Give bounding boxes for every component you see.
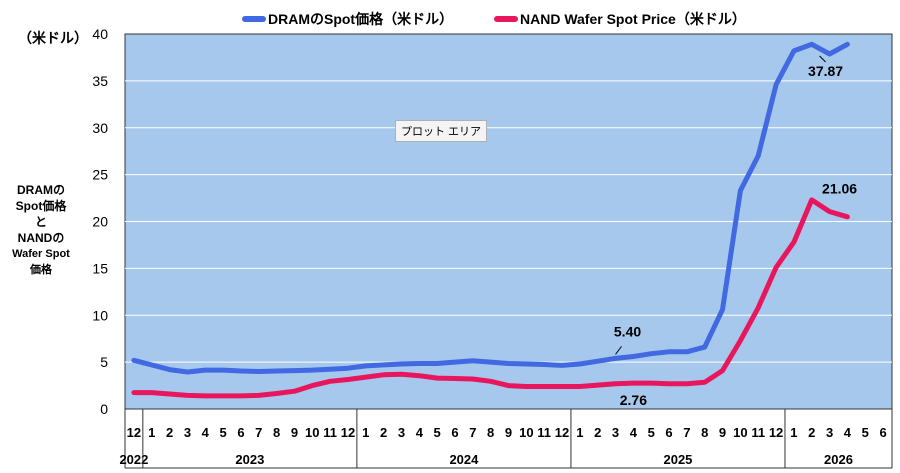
x-tick-label: 6 — [665, 425, 672, 440]
x-tick-label: 3 — [398, 425, 405, 440]
data-label: 2.76 — [620, 392, 647, 408]
nand-series-line — [131, 197, 850, 399]
x-tick-label: 1 — [576, 425, 583, 440]
y-axis-label-line: NANDの — [17, 231, 65, 245]
x-tick-label: 10 — [519, 425, 533, 440]
x-tick-label: 5 — [648, 425, 655, 440]
y-axis-label-line: Wafer Spot価格 — [12, 248, 70, 276]
y-axis-label: DRAMの Spot価格と NANDの Wafer Spot価格 — [10, 182, 72, 278]
x-tick-label: 5 — [219, 425, 226, 440]
x-tick-label: 8 — [273, 425, 280, 440]
x-tick-label: 6 — [237, 425, 244, 440]
x-tick-label: 1 — [790, 425, 797, 440]
x-tick-label: 12 — [769, 425, 783, 440]
x-tick-label: 4 — [844, 425, 852, 440]
x-tick-label: 10 — [305, 425, 319, 440]
x-tick-label: 7 — [683, 425, 690, 440]
x-tick-label: 11 — [323, 425, 337, 440]
x-tick-label: 4 — [416, 425, 424, 440]
x-tick-label: 2 — [380, 425, 387, 440]
dram-series-line — [131, 41, 850, 375]
y-tick-label: 30 — [92, 120, 108, 136]
y-tick-label: 40 — [92, 26, 108, 42]
x-tick-label: 6 — [451, 425, 458, 440]
x-tick-label: 12 — [127, 425, 141, 440]
x-tick-label: 6 — [879, 425, 886, 440]
x-tick-label: 3 — [826, 425, 833, 440]
x-tick-label: 9 — [291, 425, 298, 440]
y-tick-label: 20 — [92, 214, 108, 230]
year-label: 2022 — [119, 452, 148, 467]
x-tick-label: 1 — [362, 425, 369, 440]
x-tick-label: 10 — [733, 425, 747, 440]
x-tick-label: 12 — [555, 425, 569, 440]
x-tick-label: 8 — [701, 425, 708, 440]
x-tick-label: 7 — [469, 425, 476, 440]
x-tick-label: 2 — [594, 425, 601, 440]
x-tick-label: 5 — [434, 425, 441, 440]
data-label: 37.87 — [808, 63, 843, 79]
x-tick-label: 3 — [612, 425, 619, 440]
x-tick-label: 2 — [808, 425, 815, 440]
plot-area-tag: プロット エリア — [395, 120, 488, 142]
year-label: 2025 — [663, 452, 692, 467]
y-tick-label: 35 — [92, 73, 108, 89]
y-tick-label: 15 — [92, 260, 108, 276]
y-tick-label: 5 — [100, 354, 108, 370]
x-tick-label: 11 — [537, 425, 551, 440]
x-tick-label: 4 — [202, 425, 210, 440]
x-tick-label: 2 — [166, 425, 173, 440]
annotation-leader — [819, 55, 826, 63]
y-tick-label: 10 — [92, 307, 108, 323]
x-tick-label: 3 — [184, 425, 191, 440]
legend: DRAMのSpot価格（米ドル） NAND Wafer Spot Price（米ド… — [242, 11, 746, 27]
data-label: 21.06 — [822, 181, 857, 197]
x-tick-label: 9 — [505, 425, 512, 440]
x-tick-label: 1 — [148, 425, 155, 440]
y-axis-label-line: Spot価格と — [15, 199, 67, 229]
y-axis-unit: （米ドル） — [18, 30, 88, 46]
legend-label-dram: DRAMのSpot価格（米ドル） — [268, 11, 453, 27]
annotation-leader — [615, 346, 622, 355]
year-label: 2026 — [824, 452, 853, 467]
x-tick-label: 8 — [487, 425, 494, 440]
x-tick-label: 11 — [751, 425, 765, 440]
y-tick-label: 25 — [92, 167, 108, 183]
year-label: 2024 — [449, 452, 479, 467]
x-tick-label: 7 — [255, 425, 262, 440]
x-tick-label: 4 — [630, 425, 638, 440]
y-axis-label-line: DRAMの — [17, 183, 65, 197]
legend-label-nand: NAND Wafer Spot Price（米ドル） — [520, 11, 746, 27]
plot-area: 5.40 2.76 37.87 21.06 — [124, 33, 893, 410]
x-tick-label: 12 — [341, 425, 355, 440]
year-label: 2023 — [235, 452, 264, 467]
data-label: 5.40 — [614, 323, 641, 339]
y-tick-label: 0 — [100, 401, 108, 417]
x-tick-label: 5 — [862, 425, 869, 440]
x-tick-label: 9 — [719, 425, 726, 440]
